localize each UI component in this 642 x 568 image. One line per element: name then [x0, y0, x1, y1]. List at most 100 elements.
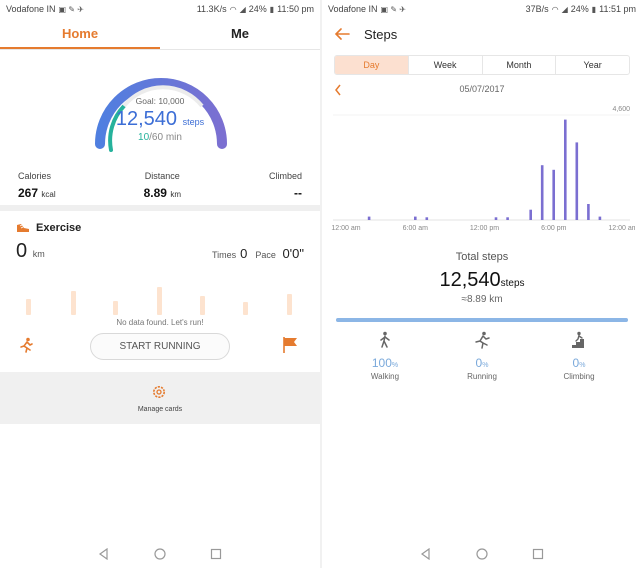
- chart-x-ticks: 12:00 am 6:00 am 12:00 pm 6:00 pm 12:00 am: [331, 225, 635, 232]
- notification-icons: ▣ ✎ ✈: [380, 4, 406, 14]
- battery-icon: ▮: [591, 4, 597, 14]
- x-tick-label: 6:00 pm: [541, 225, 566, 232]
- exercise-km-value: 0: [16, 240, 28, 262]
- signal-icon: ◢: [239, 4, 246, 14]
- manage-cards-area[interactable]: Manage cards: [0, 372, 320, 424]
- back-arrow-icon[interactable]: [334, 28, 350, 40]
- notification-icons: ▣ ✎ ✈: [58, 4, 84, 14]
- tab-week[interactable]: Week: [409, 56, 483, 74]
- flag-icon[interactable]: [282, 336, 298, 354]
- tab-day[interactable]: Day: [335, 56, 409, 74]
- activity-percent: 0: [475, 356, 483, 370]
- stat-calories: Calories 267 kcal: [18, 171, 56, 200]
- activity-label: Climbing: [563, 372, 595, 381]
- steps-screen: Vodafone IN ▣ ✎ ✈ 37B/s ◠ ◢ 24% ▮ 11:51 …: [322, 0, 642, 568]
- activity-label: Walking: [370, 372, 400, 381]
- chart-bar: [529, 209, 532, 220]
- running-man-icon[interactable]: [18, 337, 34, 353]
- gauge-minutes-arc: [108, 104, 126, 152]
- screen-divider: [320, 0, 322, 568]
- stat-value: 267: [18, 186, 39, 200]
- wifi-icon: ◠: [551, 4, 559, 14]
- total-steps-unit: steps: [500, 278, 525, 289]
- chart-bar: [540, 165, 544, 220]
- network-speed: 37B/s: [525, 4, 549, 14]
- battery-icon: ▮: [269, 4, 275, 14]
- steps-chart: 4,600 12:00 am 6:00 am 12:00 pm 6:00 pm 12:0…: [331, 106, 635, 232]
- minutes-total: /60 min: [149, 132, 182, 143]
- total-distance: ≈8.89 km: [461, 294, 503, 305]
- placeholder-bar: [157, 287, 162, 315]
- exercise-placeholder-bars: [26, 287, 292, 315]
- start-running-button[interactable]: START RUNNING: [90, 333, 230, 360]
- battery-level: 24%: [248, 4, 267, 14]
- x-tick-label: 12:00 am: [331, 225, 360, 232]
- system-nav-bar: [322, 546, 642, 562]
- x-tick-label: 12:00 pm: [470, 225, 499, 232]
- exercise-title: Exercise: [36, 222, 82, 234]
- recents-nav-icon[interactable]: [210, 548, 222, 560]
- recents-nav-icon[interactable]: [532, 548, 544, 560]
- placeholder-bar: [200, 296, 205, 315]
- x-tick-label: 12:00 am: [608, 225, 635, 232]
- period-selector: Day Week Month Year: [334, 55, 630, 75]
- stat-label: Calories: [18, 171, 52, 181]
- chart-bar: [425, 217, 429, 220]
- system-nav-bar: [0, 546, 320, 562]
- activity-label: Running: [467, 372, 497, 381]
- back-nav-icon[interactable]: [98, 548, 110, 560]
- steps-count: 12,540 steps: [0, 108, 320, 131]
- shoe-icon: [17, 224, 29, 232]
- minutes-done: 10: [138, 132, 150, 143]
- clock: 11:50 pm: [277, 4, 314, 14]
- chart-bar: [367, 216, 371, 220]
- chart-bar: [506, 217, 509, 220]
- placeholder-bar: [287, 294, 292, 315]
- exercise-times-pace: Times 0 Pace 0'0": [212, 246, 304, 261]
- activity-running: 0% Running: [437, 331, 527, 381]
- total-steps: 12,540steps: [322, 269, 642, 292]
- chart-bar: [494, 217, 498, 220]
- manage-cards-label: Manage cards: [137, 406, 183, 413]
- stat-unit: kcal: [41, 190, 56, 199]
- home-nav-icon[interactable]: [154, 548, 166, 560]
- back-nav-icon[interactable]: [420, 548, 432, 560]
- home-nav-icon[interactable]: [476, 548, 488, 560]
- home-screen: Vodafone IN ▣ ✎ ✈ 11.3K/s ◠ ◢ 24% ▮ 11:5…: [0, 0, 320, 568]
- times-label: Times: [212, 250, 237, 260]
- activity-climbing: 0% Climbing: [534, 331, 624, 381]
- wifi-icon: ◠: [229, 4, 237, 14]
- stats-row: Calories 267 kcal Distance 8.89 km Climb…: [0, 171, 320, 200]
- chart-bar: [587, 204, 590, 220]
- chart-bar: [564, 119, 567, 220]
- status-bar: Vodafone IN ▣ ✎ ✈ 11.3K/s ◠ ◢ 24% ▮ 11:5…: [0, 0, 320, 18]
- pace-value: 0'0": [282, 246, 304, 261]
- times-value: 0: [240, 246, 248, 261]
- tab-year[interactable]: Year: [583, 60, 602, 70]
- activity-progress-fill: [336, 318, 628, 322]
- chart-bar: [575, 142, 579, 220]
- tab-month[interactable]: Month: [483, 56, 557, 74]
- exercise-header[interactable]: Exercise: [16, 222, 81, 234]
- steps-gauge: [95, 78, 227, 152]
- previous-day-icon[interactable]: [334, 84, 342, 96]
- steps-unit: steps: [182, 117, 205, 127]
- gauge-text: Goal: 10,000 12,540 steps 10/60 min: [0, 96, 320, 143]
- tab-home[interactable]: Home: [0, 18, 160, 49]
- activity-walking: 100% Walking: [340, 331, 430, 381]
- y-max-label: 4,600: [612, 106, 630, 113]
- gauge-fill: [95, 78, 227, 149]
- status-bar: Vodafone IN ▣ ✎ ✈ 37B/s ◠ ◢ 24% ▮ 11:51 …: [322, 0, 642, 18]
- climbing-icon: [572, 331, 584, 348]
- carrier-label: Vodafone IN: [6, 4, 56, 14]
- section-divider: [0, 205, 320, 211]
- stat-label: Distance: [144, 171, 180, 181]
- battery-level: 24%: [570, 4, 589, 14]
- tab-me[interactable]: Me: [230, 26, 250, 41]
- total-steps-value: 12,540: [439, 269, 501, 291]
- chart-bar: [414, 216, 417, 220]
- date-row: 05/07/2017: [334, 84, 630, 98]
- stat-climbed: Climbed --: [269, 171, 302, 200]
- chart-bars: [367, 119, 602, 220]
- placeholder-bar: [26, 299, 31, 315]
